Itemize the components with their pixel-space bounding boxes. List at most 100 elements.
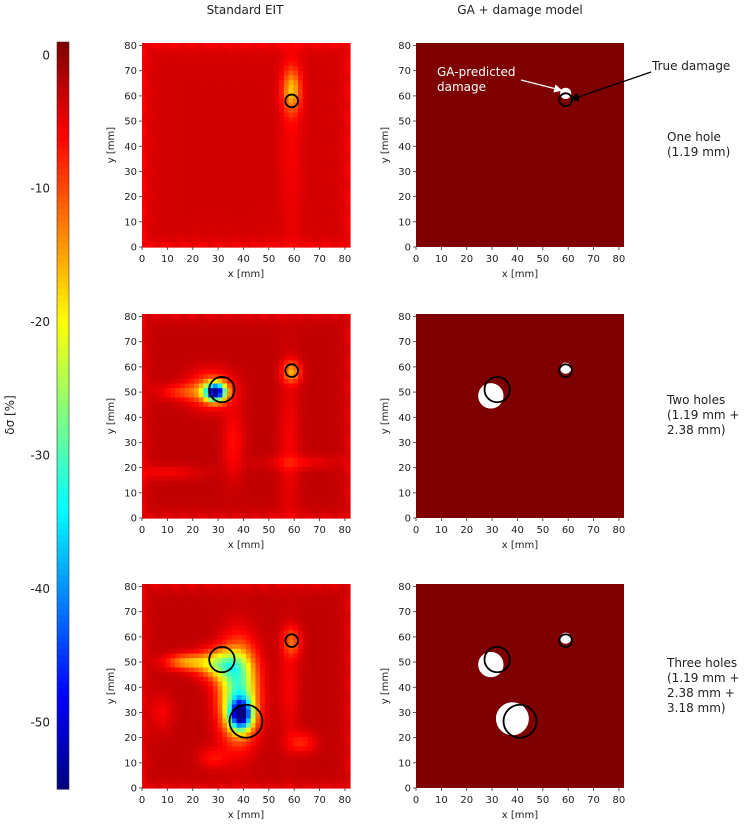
heatmap-cell bbox=[307, 140, 313, 146]
heatmap-cell bbox=[274, 94, 280, 100]
heatmap-cell bbox=[170, 499, 176, 505]
heatmap-cell bbox=[170, 196, 176, 202]
heatmap-cell bbox=[208, 107, 214, 114]
heatmap-cell bbox=[165, 374, 171, 380]
heatmap-cell bbox=[208, 704, 214, 710]
heatmap-cell bbox=[302, 145, 309, 151]
heatmap-cell bbox=[203, 332, 209, 338]
heatmap-cell bbox=[179, 84, 186, 90]
heatmap-cell bbox=[222, 172, 228, 179]
heatmap-cell bbox=[179, 107, 186, 114]
heatmap-cell bbox=[331, 172, 337, 179]
heatmap-cell bbox=[184, 485, 190, 491]
y-tick-label: 10 bbox=[124, 217, 137, 228]
heatmap-cell bbox=[179, 755, 186, 761]
heatmap-cell bbox=[203, 103, 209, 109]
heatmap-cell bbox=[165, 337, 171, 343]
heatmap-cell bbox=[175, 508, 181, 514]
heatmap-cell bbox=[298, 61, 304, 67]
heatmap-cell bbox=[274, 149, 280, 155]
heatmap-cell bbox=[260, 508, 266, 514]
heatmap-cell bbox=[208, 457, 214, 463]
heatmap-cell bbox=[170, 648, 176, 655]
heatmap-cell bbox=[165, 513, 171, 519]
heatmap-cell bbox=[198, 499, 205, 505]
heatmap-cell bbox=[345, 499, 351, 505]
heatmap-cell bbox=[198, 223, 205, 230]
heatmap-cell bbox=[331, 346, 337, 352]
heatmap-cell bbox=[302, 158, 309, 165]
heatmap-cell bbox=[298, 406, 304, 412]
heatmap-cell bbox=[269, 145, 275, 151]
x-tick-label: 30 bbox=[212, 254, 225, 265]
heatmap-cell bbox=[279, 52, 285, 58]
heatmap-cell bbox=[212, 402, 219, 408]
heatmap-cell bbox=[194, 448, 200, 454]
heatmap-cell bbox=[222, 476, 228, 482]
heatmap-cell bbox=[170, 172, 176, 179]
heatmap-cell bbox=[194, 360, 200, 366]
heatmap-cell bbox=[160, 653, 167, 659]
heatmap-cell bbox=[307, 462, 313, 468]
heatmap-cell bbox=[184, 741, 190, 747]
heatmap-cell bbox=[175, 741, 181, 747]
heatmap-cell bbox=[222, 75, 228, 81]
heatmap-cell bbox=[264, 237, 271, 243]
heatmap-cell bbox=[146, 416, 153, 422]
heatmap-cell bbox=[208, 635, 214, 641]
heatmap-cell bbox=[198, 314, 205, 320]
heatmap-cell bbox=[165, 783, 171, 789]
heatmap-cell bbox=[227, 242, 233, 248]
heatmap-cell bbox=[246, 56, 252, 63]
heatmap-cell bbox=[250, 327, 257, 334]
heatmap-cell bbox=[156, 611, 162, 618]
heatmap-cell bbox=[246, 80, 252, 86]
heatmap-cell bbox=[279, 411, 285, 417]
heatmap-cell bbox=[321, 242, 327, 248]
heatmap-cell bbox=[236, 750, 242, 757]
heatmap-cell bbox=[340, 66, 346, 72]
heatmap-cell bbox=[260, 228, 266, 234]
heatmap-cell bbox=[246, 135, 252, 141]
heatmap-cell bbox=[189, 332, 195, 338]
heatmap-cell bbox=[255, 121, 261, 128]
heatmap-cell bbox=[246, 365, 252, 371]
heatmap-cell bbox=[170, 237, 176, 243]
heatmap-cell bbox=[175, 177, 181, 183]
heatmap-cell bbox=[222, 177, 228, 183]
heatmap-cell bbox=[179, 504, 186, 510]
heatmap-cell bbox=[222, 769, 228, 775]
heatmap-cell bbox=[264, 374, 271, 380]
heatmap-cell bbox=[302, 89, 309, 95]
heatmap-cell bbox=[246, 154, 252, 160]
heatmap-cell bbox=[175, 723, 181, 729]
heatmap-cell bbox=[345, 223, 351, 230]
heatmap-cell bbox=[236, 89, 242, 95]
heatmap-cell bbox=[179, 98, 186, 104]
heatmap-cell bbox=[331, 453, 337, 459]
heatmap-cell bbox=[212, 369, 219, 375]
heatmap-cell bbox=[156, 200, 162, 206]
heatmap-cell bbox=[326, 434, 332, 440]
heatmap-cell bbox=[236, 186, 242, 192]
heatmap-cell bbox=[198, 471, 205, 477]
heatmap-cell bbox=[208, 737, 214, 743]
heatmap-cell bbox=[217, 783, 223, 789]
heatmap-cell bbox=[194, 168, 200, 174]
heatmap-cell bbox=[151, 480, 157, 487]
heatmap-cell bbox=[212, 723, 219, 729]
heatmap-cell bbox=[175, 774, 181, 780]
heatmap-cell bbox=[302, 237, 309, 243]
heatmap-cell bbox=[156, 676, 162, 682]
heatmap-cell bbox=[184, 365, 190, 371]
heatmap-cell bbox=[274, 228, 280, 234]
heatmap-cell bbox=[160, 131, 167, 137]
heatmap-cell bbox=[326, 332, 332, 338]
heatmap-cell bbox=[241, 318, 247, 324]
heatmap-cell bbox=[208, 158, 214, 165]
heatmap-cell bbox=[321, 314, 327, 320]
heatmap-cell bbox=[250, 89, 257, 95]
heatmap-cell bbox=[293, 135, 299, 141]
heatmap-cell bbox=[189, 695, 195, 701]
heatmap-cell bbox=[227, 117, 233, 123]
